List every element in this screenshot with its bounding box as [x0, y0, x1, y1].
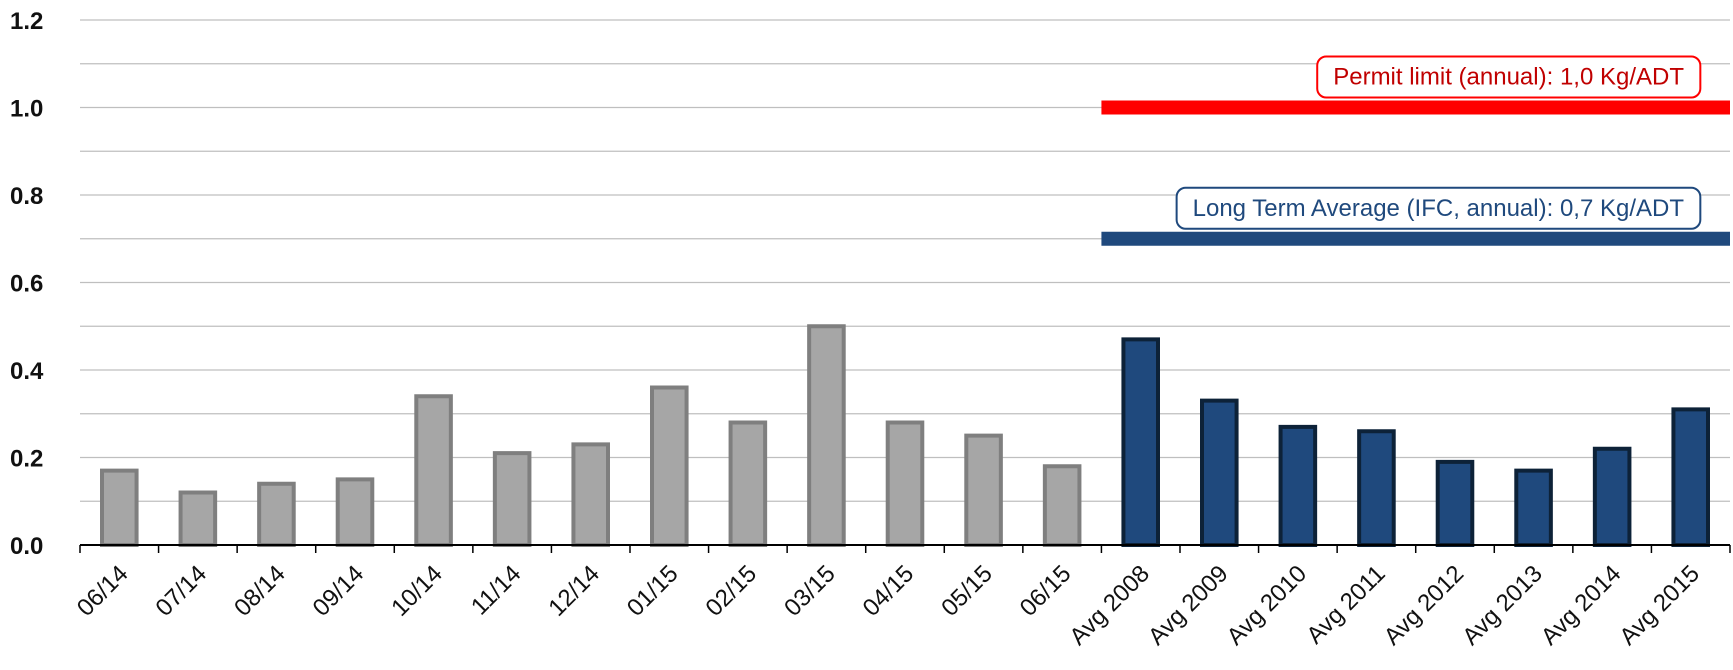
x-tick-label: 01/15: [622, 560, 684, 622]
y-axis-ticks: 0.0 0.2 0.4 0.6 0.8 1.0 1.2: [10, 8, 44, 560]
reference-line-label: Long Term Average (IFC, annual): 0,7 Kg/…: [1193, 195, 1685, 222]
x-tick-label: Avg 2013: [1457, 560, 1547, 650]
bar: [257, 481, 296, 547]
x-tick-label: Avg 2015: [1614, 560, 1704, 650]
bar: [1121, 337, 1161, 547]
reference-line-label: Permit limit (annual): 1,0 Kg/ADT: [1333, 64, 1684, 91]
bar: [807, 324, 846, 547]
bar: [571, 442, 611, 547]
y-tick-label: 0.8: [10, 183, 43, 210]
bar: [1514, 468, 1553, 547]
bar: [728, 420, 768, 547]
x-tick-label: Avg 2009: [1143, 560, 1233, 650]
x-tick-label: 06/15: [1015, 560, 1077, 622]
x-tick-label: 09/14: [308, 560, 370, 622]
bar: [1042, 464, 1082, 547]
reference-lines: Permit limit (annual): 1,0 Kg/ADT Long Te…: [1101, 55, 1730, 246]
y-tick-label: 1.2: [10, 8, 43, 35]
y-tick-label: 0.0: [10, 533, 43, 560]
x-axis: [79, 544, 1731, 553]
x-tick-label: 08/14: [229, 560, 291, 622]
bars: [100, 324, 1711, 547]
bar: [650, 385, 689, 547]
y-tick-label: 0.6: [10, 271, 43, 298]
y-tick-label: 0.2: [10, 446, 43, 473]
bar: [492, 451, 532, 547]
bar: [335, 477, 375, 547]
x-axis-ticks: 06/14 07/14 08/14 09/14 10/14 11/14 12/14 01/15…: [72, 560, 1705, 650]
bar: [1435, 459, 1475, 547]
x-tick-label: 03/15: [779, 560, 841, 622]
x-tick-label: 04/15: [858, 560, 920, 622]
bar: [1357, 429, 1396, 547]
bar: [1278, 424, 1318, 547]
x-tick-label: 02/15: [701, 560, 763, 622]
x-tick-label: 07/14: [151, 560, 213, 622]
reference-line-label-box: [1175, 186, 1702, 230]
reference-line-label-box: [1316, 55, 1702, 99]
x-tick-label: 06/14: [72, 560, 134, 622]
x-tick-label: Avg 2011: [1301, 560, 1390, 649]
bar: [885, 420, 925, 547]
x-tick-label: Avg 2014: [1536, 560, 1626, 650]
bar: [414, 394, 453, 547]
x-tick-label: Avg 2012: [1379, 560, 1469, 650]
x-tick-label: 12/14: [543, 560, 605, 622]
x-tick-label: Avg 2010: [1222, 560, 1312, 650]
x-tick-label: 11/14: [466, 560, 526, 620]
reference-line: [1101, 100, 1730, 115]
x-tick-label: 05/15: [936, 560, 998, 622]
bar: [1592, 446, 1632, 547]
x-tick-label: 10/14: [386, 560, 448, 622]
y-tick-label: 1.0: [10, 96, 43, 123]
bar: [964, 433, 1003, 547]
bar: [1671, 407, 1711, 547]
y-tick-label: 0.4: [10, 358, 44, 385]
bar: [1200, 398, 1239, 547]
x-tick-label: Avg 2008: [1064, 560, 1154, 650]
bar: [100, 468, 139, 547]
reference-line: [1101, 231, 1730, 246]
bar: [178, 490, 218, 547]
